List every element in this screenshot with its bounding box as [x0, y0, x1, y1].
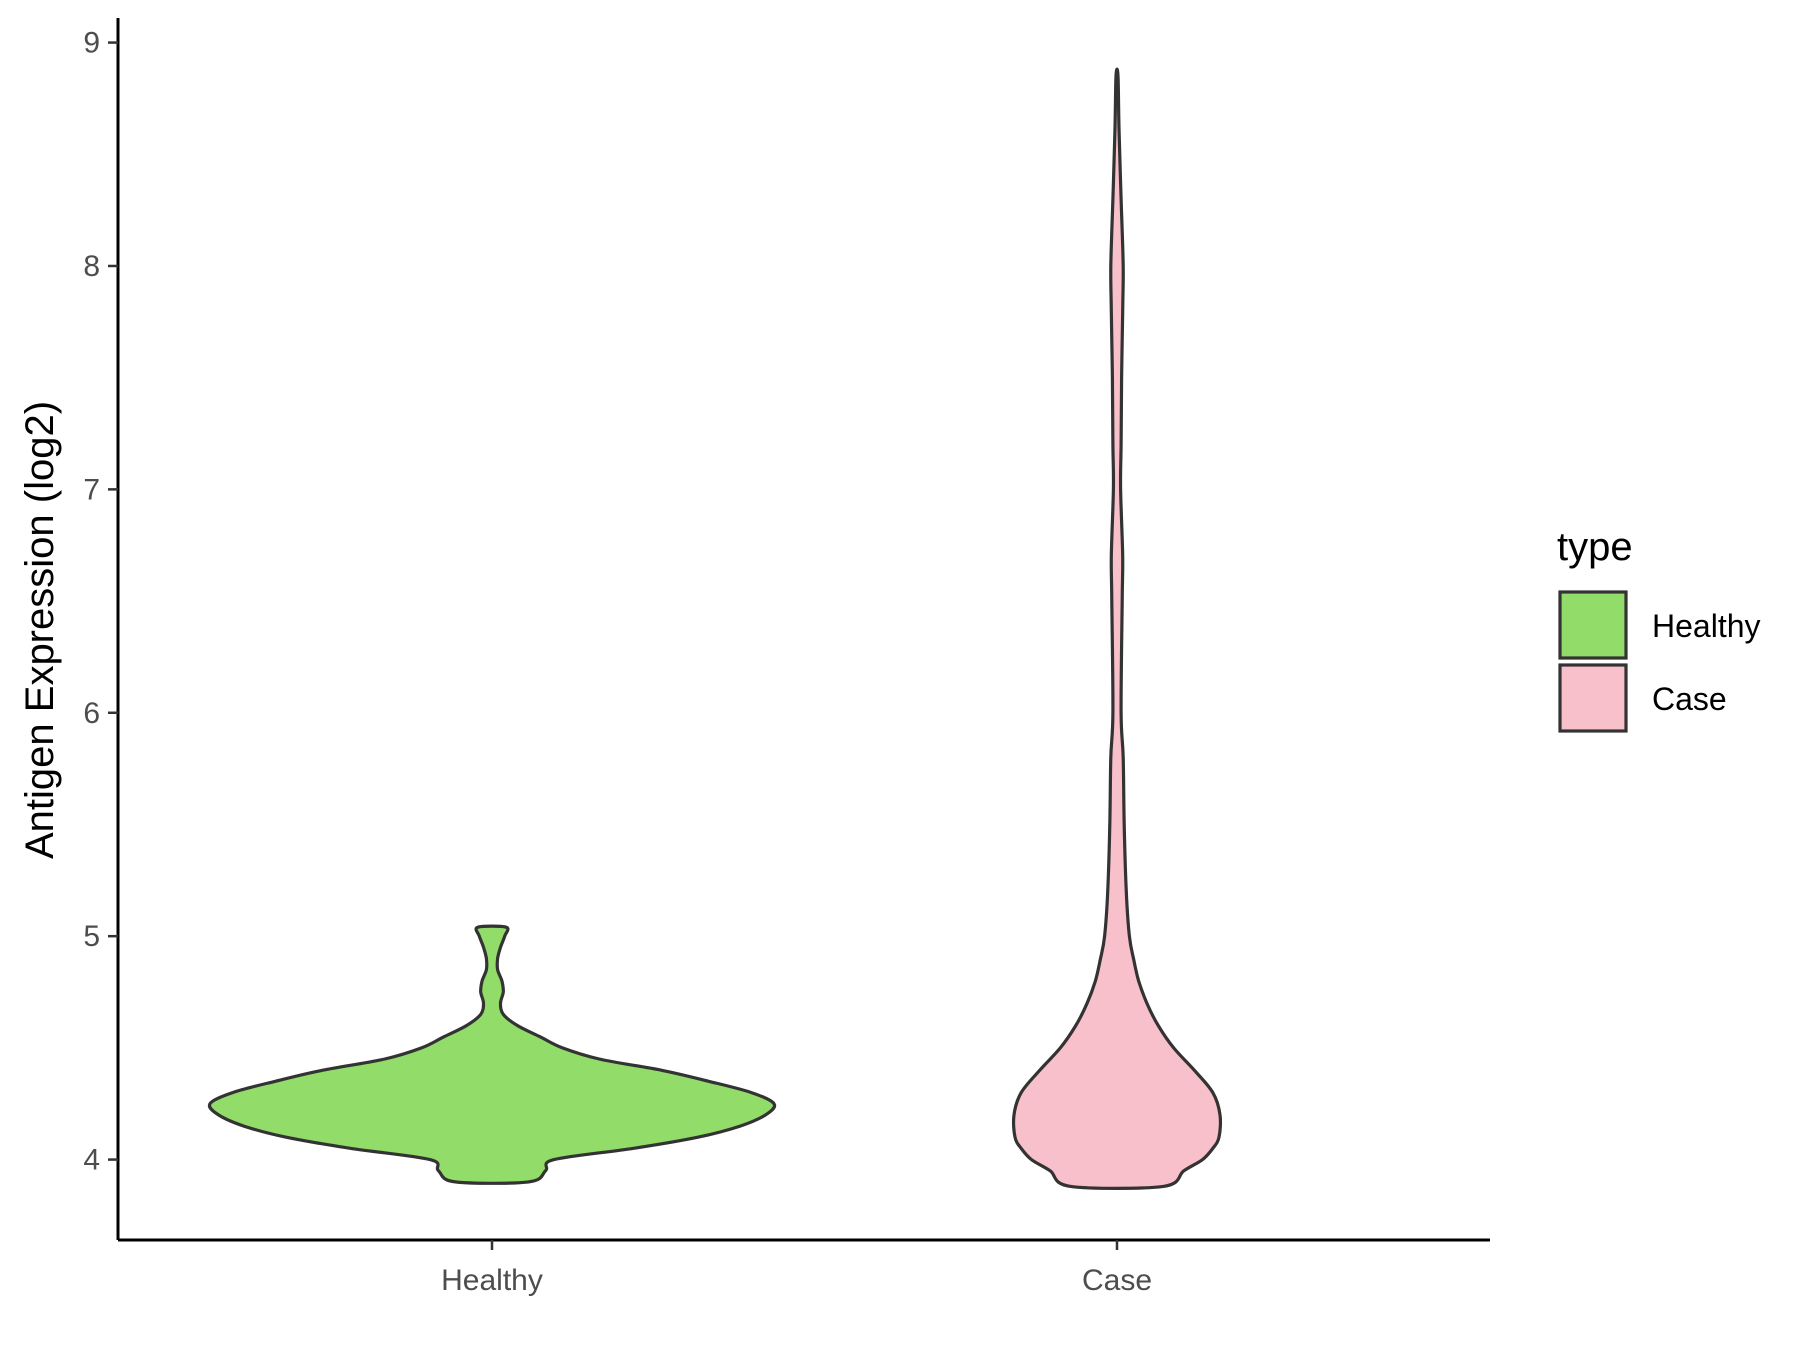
y-tick-label-6: 6 — [83, 697, 100, 730]
y-axis: 4 5 6 7 8 9 — [83, 18, 120, 1240]
x-tick-label-case: Case — [1082, 1264, 1152, 1297]
legend-title: type — [1557, 525, 1633, 569]
y-tick-label-7: 7 — [83, 473, 100, 506]
x-axis: Healthy Case — [118, 1238, 1490, 1297]
y-tick-label-8: 8 — [83, 250, 100, 283]
legend-label-healthy: Healthy — [1652, 608, 1761, 644]
x-tick-label-healthy: Healthy — [441, 1264, 543, 1297]
legend-swatch-healthy — [1558, 590, 1628, 660]
legend-label-case: Case — [1652, 681, 1727, 717]
y-tick-label-5: 5 — [83, 920, 100, 953]
violin-healthy — [207, 924, 777, 1185]
violins-layer — [207, 67, 1223, 1190]
violin-case — [1011, 67, 1223, 1190]
y-tick-label-4: 4 — [83, 1144, 100, 1177]
y-tick-label-9: 9 — [83, 27, 100, 60]
legend: type Healthy Case — [1557, 525, 1761, 733]
y-axis-title: Antigen Expression (log2) — [18, 401, 62, 859]
legend-swatch-case — [1558, 663, 1628, 733]
